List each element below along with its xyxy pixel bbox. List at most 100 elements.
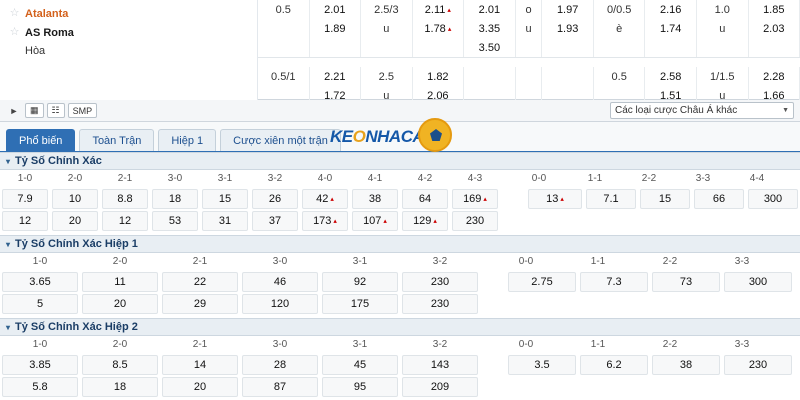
tab-cuoc-xien[interactable]: Cược xiên một trận <box>220 129 341 151</box>
odds-cell[interactable]: 15 <box>640 188 690 209</box>
chevron-down-icon[interactable]: ▾ <box>6 239 11 249</box>
odds-cell[interactable]: 230 <box>452 210 498 231</box>
odds-cell[interactable]: 3.5 <box>508 354 576 375</box>
odds-cell[interactable]: 20 <box>82 293 158 314</box>
odds-cell[interactable]: 46 <box>242 271 318 292</box>
odds-cell[interactable]: 18 <box>152 188 198 209</box>
odds-cell[interactable]: 73 <box>652 271 720 292</box>
eo-line-2b[interactable]: u <box>697 19 749 38</box>
tab-pho-bien[interactable]: Phổ biến <box>6 129 76 151</box>
odds-cell[interactable]: 64 <box>402 188 448 209</box>
section-header-correct-score-h2[interactable]: ▾ Tỷ Số Chính Xác Hiệp 2 <box>0 318 800 336</box>
ou-side-1[interactable]: o <box>516 0 543 19</box>
handicap-home-odd-1[interactable]: 2.01 <box>310 0 362 19</box>
odds-cell[interactable]: 7.3 <box>580 271 648 292</box>
handicap-line-2b[interactable]: u <box>361 19 413 38</box>
odds-cell[interactable]: 37 <box>252 210 298 231</box>
chevron-down-icon[interactable]: ▾ <box>6 156 11 166</box>
odds-cell[interactable]: 28 <box>242 354 318 375</box>
home-team-row[interactable]: ☆ Atalanta <box>8 4 249 23</box>
odds-cell[interactable]: 230 <box>402 271 478 292</box>
eo-odd-2b[interactable]: 2.03 <box>749 19 800 38</box>
odds-cell[interactable]: 11 <box>82 271 158 292</box>
odds-cell[interactable]: 169 <box>452 188 498 209</box>
ou-total-2[interactable]: 3.35 <box>464 19 516 38</box>
odds-cell[interactable]: 95 <box>322 376 398 397</box>
corner-line-1c[interactable]: 0.5 <box>594 67 646 86</box>
odds-cell[interactable]: 5.8 <box>2 376 78 397</box>
odds-cell[interactable]: 14 <box>162 354 238 375</box>
handicap-away-odd-2[interactable]: 1.78 <box>413 19 465 38</box>
odds-cell[interactable]: 143 <box>402 354 478 375</box>
odds-cell[interactable]: 20 <box>52 210 98 231</box>
odds-cell[interactable]: 8.8 <box>102 188 148 209</box>
ou-odd-2[interactable]: 1.93 <box>542 19 594 38</box>
odds-cell[interactable]: 173 <box>302 210 348 231</box>
odds-cell[interactable]: 230 <box>724 354 792 375</box>
corner-line-2c[interactable] <box>594 86 646 105</box>
section-header-correct-score-h1[interactable]: ▾ Tỷ Số Chính Xác Hiệp 1 <box>0 235 800 253</box>
ou-total-3[interactable]: 3.50 <box>464 38 516 57</box>
eo-odd-2[interactable]: 1.74 <box>645 19 697 38</box>
odds-cell[interactable]: 18 <box>82 376 158 397</box>
corner-line-1[interactable]: 0.5/1 <box>258 67 310 86</box>
odds-cell[interactable]: 10 <box>52 188 98 209</box>
handicap-line-1b[interactable]: 2.5/3 <box>361 0 413 19</box>
eo-odd-1b[interactable]: 1.85 <box>749 0 800 19</box>
play-icon[interactable]: ► <box>9 105 19 116</box>
eo-odd-1[interactable]: 2.16 <box>645 0 697 19</box>
handicap-line-2[interactable] <box>258 19 310 38</box>
star-outline-icon[interactable]: ☆ <box>9 7 20 19</box>
odds-cell[interactable]: 7.1 <box>586 188 636 209</box>
section-header-correct-score[interactable]: ▾ Tỷ Số Chính Xác <box>0 152 800 170</box>
corner-line-1d[interactable]: 1/1.5 <box>697 67 749 86</box>
corner-home-odd-2[interactable]: 1.72 <box>310 86 362 105</box>
odds-cell[interactable]: 13 <box>528 188 582 209</box>
table-icon[interactable]: ▦ <box>25 103 44 118</box>
eo-line-2[interactable]: è <box>594 19 646 38</box>
handicap-home-odd-2[interactable]: 1.89 <box>310 19 362 38</box>
odds-cell[interactable]: 15 <box>202 188 248 209</box>
tab-hiep-1[interactable]: Hiệp 1 <box>158 129 217 151</box>
odds-cell[interactable]: 300 <box>724 271 792 292</box>
asia-odds-select[interactable]: Các loại cược Châu Á khác ▼ <box>610 102 794 119</box>
corner-line-1b[interactable]: 2.5 <box>361 67 413 86</box>
odds-cell[interactable]: 42 <box>302 188 348 209</box>
odds-cell[interactable]: 209 <box>402 376 478 397</box>
away-team-row[interactable]: ☆ AS Roma <box>8 23 249 42</box>
ou-side-2[interactable]: u <box>516 19 543 38</box>
odds-cell[interactable]: 12 <box>102 210 148 231</box>
corner-odd-1d[interactable]: 2.28 <box>749 67 800 86</box>
corner-away-odd-2[interactable]: 2.06 <box>413 86 465 105</box>
star-outline-icon[interactable]: ☆ <box>9 26 20 38</box>
odds-cell[interactable]: 129 <box>402 210 448 231</box>
odds-cell[interactable]: 230 <box>402 293 478 314</box>
corner-odd-1c[interactable]: 2.58 <box>645 67 697 86</box>
corner-odd-2c[interactable]: 1.51 <box>645 86 697 105</box>
odds-cell[interactable]: 6.2 <box>580 354 648 375</box>
odds-cell[interactable]: 12 <box>2 210 48 231</box>
tab-toan-tran[interactable]: Toàn Trận <box>79 129 155 151</box>
odds-cell[interactable]: 26 <box>252 188 298 209</box>
corner-line-2b[interactable]: u <box>361 86 413 105</box>
odds-cell[interactable]: 3.65 <box>2 271 78 292</box>
odds-cell[interactable]: 66 <box>694 188 744 209</box>
odds-cell[interactable]: 2.75 <box>508 271 576 292</box>
odds-cell[interactable]: 45 <box>322 354 398 375</box>
odds-cell[interactable]: 120 <box>242 293 318 314</box>
odds-cell[interactable]: 38 <box>352 188 398 209</box>
odds-cell[interactable]: 8.5 <box>82 354 158 375</box>
odds-cell[interactable]: 175 <box>322 293 398 314</box>
handicap-line-1[interactable]: 0.5 <box>258 0 310 19</box>
corner-home-odd-1[interactable]: 2.21 <box>310 67 362 86</box>
odds-cell[interactable]: 29 <box>162 293 238 314</box>
ou-total-1[interactable]: 2.01 <box>464 0 516 19</box>
eo-line-1b[interactable]: 1.0 <box>697 0 749 19</box>
smp-button[interactable]: SMP <box>67 103 98 118</box>
odds-cell[interactable]: 31 <box>202 210 248 231</box>
ou-odd-1[interactable]: 1.97 <box>542 0 594 19</box>
odds-cell[interactable]: 107 <box>352 210 398 231</box>
odds-cell[interactable]: 5 <box>2 293 78 314</box>
odds-cell[interactable]: 87 <box>242 376 318 397</box>
odds-cell[interactable]: 22 <box>162 271 238 292</box>
